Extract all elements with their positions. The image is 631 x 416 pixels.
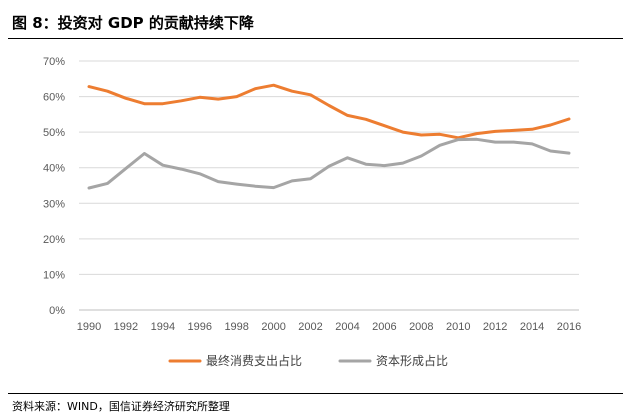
data-point — [327, 165, 331, 168]
data-point — [327, 104, 331, 107]
y-tick-label: 30% — [43, 198, 65, 210]
data-point — [217, 97, 220, 101]
x-tick-label: 1996 — [188, 321, 212, 333]
data-point — [346, 114, 349, 117]
legend-label-1: 资本形成占比 — [376, 353, 448, 368]
data-point — [253, 87, 257, 90]
footer-divider — [8, 393, 623, 394]
title-bar: 图 8：投资对 GDP 的贡献持续下降 — [0, 0, 631, 40]
data-point — [124, 97, 128, 100]
data-point — [180, 167, 183, 171]
data-point — [475, 138, 478, 141]
series-line-0 — [87, 83, 571, 140]
data-point — [124, 167, 128, 170]
line-chart: 0% 10% 20% 30% 40% 50% 60% 70% 1990 1992 1994 1996… — [43, 56, 581, 368]
data-point — [290, 179, 294, 183]
data-point — [383, 124, 386, 127]
data-point — [438, 144, 441, 147]
x-tick-label: 2008 — [409, 321, 433, 333]
y-tick-label: 10% — [43, 269, 65, 281]
data-point — [309, 177, 312, 180]
data-point — [364, 118, 368, 121]
data-point — [512, 140, 515, 144]
x-tick-label: 1994 — [151, 321, 175, 333]
data-point — [161, 164, 165, 167]
x-tick-label: 1992 — [114, 321, 138, 333]
data-point — [309, 93, 312, 96]
data-point — [346, 156, 349, 159]
data-point — [143, 102, 146, 105]
y-tick-label: 70% — [43, 56, 65, 68]
y-tick-label: 60% — [43, 92, 65, 104]
data-point — [475, 132, 478, 135]
data-point — [253, 185, 257, 188]
data-point — [493, 130, 497, 133]
data-point — [161, 102, 165, 105]
data-point — [235, 95, 238, 98]
x-tick-label: 2002 — [298, 321, 322, 333]
data-point — [512, 129, 515, 132]
title-divider — [8, 38, 623, 39]
gridlines — [79, 60, 579, 311]
data-point — [217, 180, 220, 183]
data-point — [143, 152, 146, 155]
series-lines — [87, 83, 571, 190]
data-point — [420, 154, 423, 158]
data-point — [567, 151, 571, 155]
y-tick-label: 20% — [43, 234, 65, 246]
data-point — [235, 182, 238, 186]
x-tick-label: 2016 — [557, 321, 581, 333]
legend-label-0: 最终消费支出占比 — [206, 353, 302, 368]
data-point — [420, 133, 423, 137]
chart-title: 图 8：投资对 GDP 的贡献持续下降 — [12, 14, 254, 32]
data-point — [106, 182, 109, 185]
data-point — [438, 133, 441, 136]
data-point — [549, 149, 552, 153]
data-point — [290, 90, 294, 93]
data-point — [198, 96, 201, 99]
data-point — [401, 130, 405, 134]
data-point — [567, 117, 571, 121]
data-point — [383, 164, 386, 167]
x-tick-label: 2006 — [372, 321, 396, 333]
data-point — [530, 142, 534, 146]
x-tick-label: 2012 — [483, 321, 507, 333]
series-line-1 — [87, 137, 571, 190]
data-point — [272, 83, 275, 87]
y-tick-label: 40% — [43, 163, 65, 175]
x-tick-label: 2000 — [261, 321, 285, 333]
x-tick-label: 2004 — [335, 321, 359, 333]
data-point — [549, 123, 552, 127]
x-tick-label: 2010 — [446, 321, 470, 333]
data-point — [364, 162, 368, 166]
data-point — [180, 99, 183, 103]
data-point — [198, 172, 201, 175]
data-point — [457, 138, 460, 141]
y-axis-ticks: 0% 10% 20% 30% 40% 50% 60% 70% — [43, 56, 65, 317]
x-tick-label: 1990 — [77, 321, 101, 333]
data-point — [87, 85, 91, 88]
data-point — [106, 90, 109, 93]
data-point — [272, 186, 275, 189]
y-tick-label: 50% — [43, 127, 65, 139]
x-axis-ticks: 1990 1992 1994 1996 1998 2000 2002 2004 2006 2008… — [77, 321, 581, 333]
data-point — [530, 128, 534, 131]
data-point — [87, 186, 91, 190]
x-tick-label: 2014 — [520, 321, 544, 333]
data-point — [401, 161, 405, 165]
data-point — [493, 140, 497, 144]
source-note: 资料来源：WIND，国信证券经济研究所整理 — [12, 400, 230, 413]
y-tick-label: 0% — [49, 305, 65, 317]
legend: 最终消费支出占比 资本形成占比 — [168, 353, 448, 368]
chart-area: 0% 10% 20% 30% 40% 50% 60% 70% 1990 1992 1994 1996… — [0, 40, 631, 388]
x-tick-label: 1998 — [224, 321, 248, 333]
